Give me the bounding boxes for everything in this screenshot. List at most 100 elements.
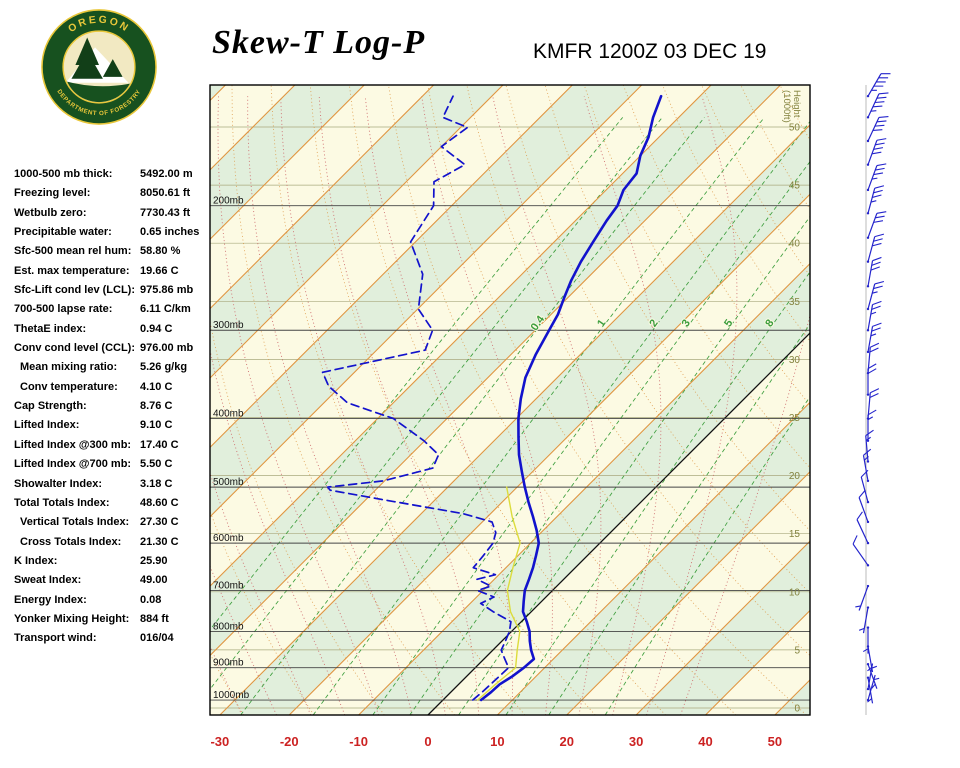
index-value: 8050.61 ft xyxy=(140,187,191,200)
index-row: Precipitable water: 0.65 inches xyxy=(14,223,214,242)
index-row: Cross Totals Index: 21.30 C xyxy=(14,533,214,552)
index-row: Freezing level: 8050.61 ft xyxy=(14,184,214,203)
index-value: 19.66 C xyxy=(140,264,179,277)
index-label: Vertical Totals Index: xyxy=(20,516,130,529)
index-value: 5.26 g/kg xyxy=(140,361,188,374)
temp-axis-label: 40 xyxy=(698,734,712,749)
index-label: Sweat Index: xyxy=(14,574,82,587)
pressure-label: 600mb xyxy=(213,533,244,544)
index-label: Conv temperature: xyxy=(20,380,118,393)
index-label: 700-500 lapse rate: xyxy=(14,303,113,316)
temp-axis-label: 0 xyxy=(424,734,431,749)
height-label: 15 xyxy=(789,529,801,540)
index-value: 0.65 inches xyxy=(140,226,200,239)
index-label: Cap Strength: xyxy=(14,400,87,413)
index-label: Mean mixing ratio: xyxy=(20,361,118,374)
index-row: Conv temperature: 4.10 C xyxy=(14,378,214,397)
index-row: Energy Index: 0.08 xyxy=(14,591,214,610)
index-row: 1000-500 mb thick: 5492.00 m xyxy=(14,165,214,184)
index-label: Yonker Mixing Height: xyxy=(14,612,130,625)
index-label: Precipitable water: xyxy=(14,226,112,239)
odf-logo-emblem: OREGON DEPARTMENT OF FORESTRY xyxy=(41,9,157,125)
index-label: Lifted Index @700 mb: xyxy=(14,458,132,471)
index-label: Transport wind: xyxy=(14,632,97,645)
temp-axis-label: 10 xyxy=(490,734,504,749)
temp-axis-label: 50 xyxy=(768,734,782,749)
height-label: 40 xyxy=(789,239,801,250)
temperature-trace xyxy=(479,94,663,702)
odf-logo: OREGON DEPARTMENT OF FORESTRY xyxy=(40,8,158,126)
height-label: 45 xyxy=(789,181,801,192)
index-row: Showalter Index: 3.18 C xyxy=(14,475,214,494)
index-label: 1000-500 mb thick: xyxy=(14,168,113,180)
index-label: Wetbulb zero: xyxy=(14,206,87,219)
pressure-label: 400mb xyxy=(213,409,244,420)
index-value: 17.40 C xyxy=(140,438,179,451)
index-label: Showalter Index: xyxy=(14,477,103,490)
dewpoint-trace xyxy=(321,95,512,701)
index-label: Conv cond level (CCL): xyxy=(14,342,136,355)
index-label: Energy Index: xyxy=(14,593,87,606)
index-label: ThetaE index: xyxy=(14,322,87,335)
station-label: KMFR 1200Z 03 DEC 19 xyxy=(533,40,767,63)
index-row: Yonker Mixing Height: 884 ft xyxy=(14,610,214,629)
pressure-label: 500mb xyxy=(213,477,244,488)
index-row: Sfc-500 mean rel hum: 58.80 % xyxy=(14,242,214,261)
temp-axis-label: 20 xyxy=(560,734,574,749)
index-row: ThetaE index: 0.94 C xyxy=(14,320,214,339)
svg-text:(1000ft): (1000ft) xyxy=(781,90,792,123)
index-value: 4.10 C xyxy=(140,380,173,393)
temp-axis-label: -20 xyxy=(280,734,299,749)
height-label: 25 xyxy=(789,413,801,424)
pressure-label: 300mb xyxy=(213,320,244,331)
index-row: Vertical Totals Index: 27.30 C xyxy=(14,513,214,532)
index-value: 5.50 C xyxy=(140,458,173,471)
height-label: 10 xyxy=(789,587,801,598)
index-row: Wetbulb zero: 7730.43 ft xyxy=(14,204,214,223)
index-value: 0.08 xyxy=(140,593,162,606)
index-row: K Index: 25.90 xyxy=(14,552,214,571)
index-value: 49.00 xyxy=(140,574,168,587)
index-label: Sfc-Lift cond lev (LCL): xyxy=(14,284,135,297)
plot-frame xyxy=(209,84,811,716)
index-label: Lifted Index @300 mb: xyxy=(14,438,132,451)
index-value: 8.76 C xyxy=(140,400,173,413)
index-value: 27.30 C xyxy=(140,516,179,529)
index-value: 016/04 xyxy=(140,632,174,645)
index-label: K Index: xyxy=(14,554,58,567)
pressure-label: 800mb xyxy=(213,621,244,632)
index-value: 58.80 % xyxy=(140,245,181,258)
pressure-label: 200mb xyxy=(213,196,244,207)
height-axis-title: Height(1000ft) xyxy=(781,90,802,123)
index-label: Lifted Index: xyxy=(14,419,80,432)
index-row: Mean mixing ratio: 5.26 g/kg xyxy=(14,358,214,377)
index-label: Cross Totals Index: xyxy=(20,535,122,548)
index-row: Est. max temperature: 19.66 C xyxy=(14,262,214,281)
index-label: Freezing level: xyxy=(14,187,91,200)
height-label: 20 xyxy=(789,471,801,482)
index-value: 884 ft xyxy=(140,612,169,625)
skewt-plot-area: 0.4 1 2 3 5 8 xyxy=(210,85,810,715)
index-row: Lifted Index: 9.10 C xyxy=(14,416,214,435)
index-label: Est. max temperature: xyxy=(14,264,130,277)
height-label: 35 xyxy=(789,297,801,308)
index-row: Cap Strength: 8.76 C xyxy=(14,397,214,416)
logo-outer-ring xyxy=(41,9,157,125)
index-value: 9.10 C xyxy=(140,419,173,432)
tree-icon xyxy=(102,59,123,77)
index-row: Total Totals Index: 48.60 C xyxy=(14,494,214,513)
temp-axis-label: -30 xyxy=(210,734,229,749)
page-title: Skew-T Log-P xyxy=(212,24,426,61)
pressure-label: 1000mb xyxy=(213,690,250,701)
temp-axis-label: -10 xyxy=(349,734,368,749)
index-value: 25.90 xyxy=(140,554,168,567)
index-value: 7730.43 ft xyxy=(140,206,191,219)
index-row: 700-500 lapse rate: 6.11 C/km xyxy=(14,300,214,319)
wind-barb-column xyxy=(852,73,891,715)
index-row: Conv cond level (CCL): 976.00 mb xyxy=(14,339,214,358)
tree-icon xyxy=(75,37,99,66)
wetbulb-trace xyxy=(477,486,521,701)
index-label: Sfc-500 mean rel hum: xyxy=(14,245,132,258)
